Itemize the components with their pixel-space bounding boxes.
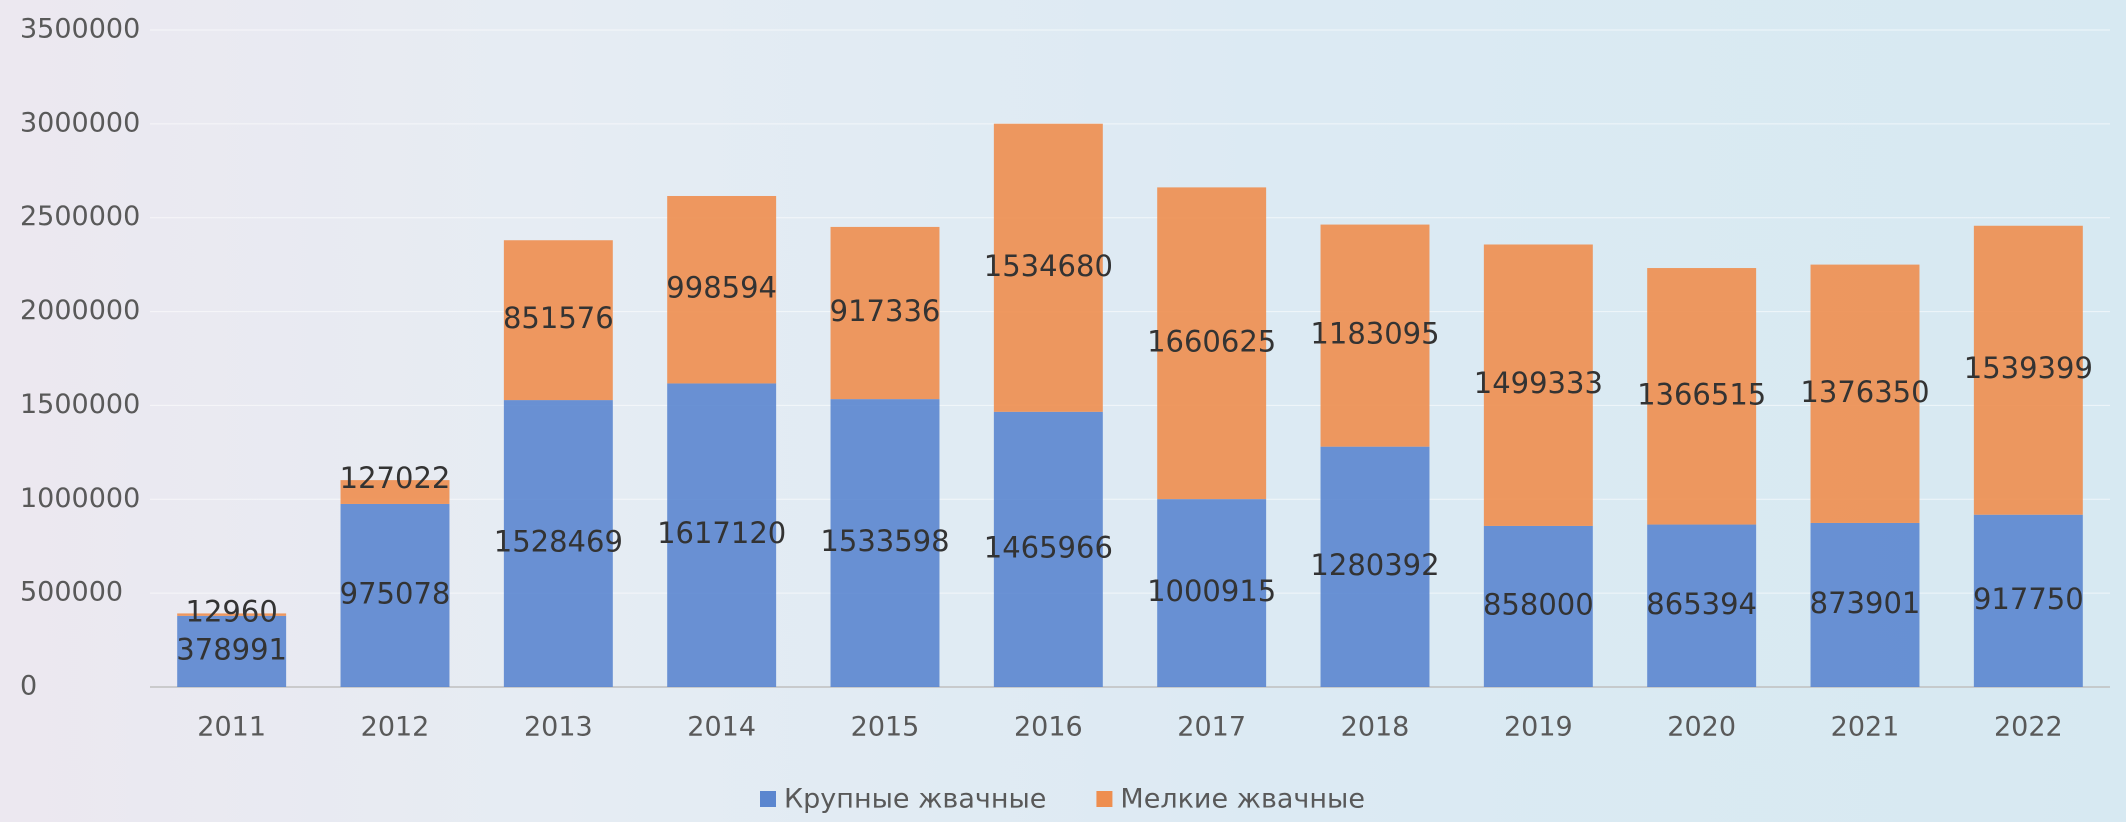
data-label: 12960 [186, 594, 278, 628]
y-tick-label: 0 [20, 671, 37, 702]
data-label: 1000915 [1147, 574, 1276, 608]
x-tick-label: 2021 [1831, 712, 1900, 743]
y-tick-label: 3500000 [20, 14, 140, 45]
legend-swatch [1096, 791, 1112, 807]
legend-swatch [760, 791, 776, 807]
y-tick-label: 1500000 [20, 389, 140, 420]
data-label: 1366515 [1637, 377, 1766, 411]
x-tick-label: 2019 [1504, 712, 1573, 743]
data-label: 975078 [340, 576, 451, 610]
data-label: 917336 [830, 294, 941, 328]
x-tick-label: 2022 [1994, 712, 2063, 743]
y-tick-label: 1000000 [20, 483, 140, 514]
x-tick-label: 2018 [1341, 712, 1410, 743]
chart: 0 500000 1000000 1500000 2000000 2500000 30000… [0, 0, 2126, 822]
data-label: 1617120 [657, 516, 786, 550]
x-tick-label: 2020 [1667, 712, 1736, 743]
x-tick-label: 2016 [1014, 712, 1083, 743]
page: 0 500000 1000000 1500000 2000000 2500000 30000… [0, 0, 2126, 822]
data-label: 865394 [1646, 587, 1757, 621]
data-label: 998594 [666, 271, 777, 305]
x-tick-label: 2013 [524, 712, 593, 743]
y-tick-label: 3000000 [20, 107, 140, 138]
y-tick-label: 500000 [20, 577, 123, 608]
data-label: 1499333 [1474, 366, 1603, 400]
data-label: 1539399 [1964, 351, 2093, 385]
data-label: 873901 [1810, 586, 1921, 620]
data-label: 1183095 [1310, 317, 1439, 351]
x-tick-label: 2017 [1177, 712, 1246, 743]
x-tick-label: 2014 [687, 712, 756, 743]
x-tick-label: 2015 [851, 712, 920, 743]
y-tick-label: 2500000 [20, 201, 140, 232]
data-label: 851576 [503, 301, 614, 335]
data-label: 1280392 [1310, 548, 1439, 582]
data-label: 917750 [1973, 582, 2084, 616]
data-label: 1660625 [1147, 324, 1276, 358]
data-label: 1376350 [1800, 375, 1929, 409]
y-tick-label: 2000000 [20, 295, 140, 326]
data-label: 1465966 [984, 530, 1113, 564]
x-tick-label: 2012 [361, 712, 430, 743]
data-label: 1528469 [494, 525, 623, 559]
data-label: 378991 [176, 632, 287, 666]
legend-label: Мелкие жвачные [1120, 784, 1365, 815]
data-label: 127022 [340, 461, 451, 495]
x-tick-label: 2011 [197, 712, 266, 743]
data-label: 858000 [1483, 587, 1594, 621]
data-label: 1534680 [984, 249, 1113, 283]
data-label: 1533598 [820, 524, 949, 558]
legend-label: Крупные жвачные [784, 784, 1046, 815]
